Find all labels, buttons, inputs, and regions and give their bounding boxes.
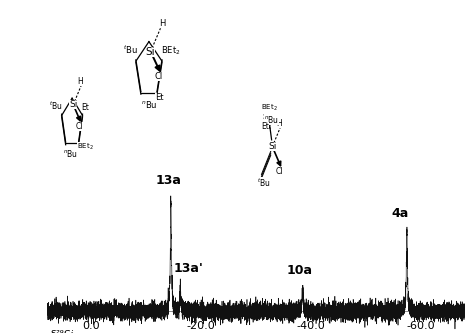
Text: $^n$Bu: $^n$Bu: [64, 148, 79, 159]
Text: 10a: 10a: [287, 263, 313, 276]
Text: $^n$Bu: $^n$Bu: [264, 114, 279, 126]
Text: H: H: [77, 77, 82, 86]
Text: 4a: 4a: [392, 206, 409, 219]
Text: Cl: Cl: [276, 167, 283, 176]
Text: Si: Si: [268, 142, 277, 151]
Text: 13a': 13a': [173, 262, 203, 275]
Text: Et: Et: [262, 122, 269, 131]
Text: H: H: [159, 19, 165, 28]
Text: $^t$Bu: $^t$Bu: [257, 177, 271, 189]
Text: $^n$Bu: $^n$Bu: [141, 99, 157, 110]
Text: Si: Si: [146, 47, 155, 57]
Text: Et: Et: [82, 103, 90, 112]
Text: Cl: Cl: [75, 122, 83, 131]
Text: 13a: 13a: [155, 174, 181, 187]
Text: Et: Et: [155, 93, 164, 102]
Text: $^t$Bu: $^t$Bu: [49, 99, 63, 112]
Text: $^t$Bu: $^t$Bu: [122, 43, 137, 56]
Text: BEt$_2$: BEt$_2$: [261, 103, 278, 113]
Text: BEt$_2$: BEt$_2$: [77, 142, 94, 152]
Text: H: H: [276, 119, 282, 128]
Text: Cl: Cl: [155, 72, 163, 81]
Text: Si: Si: [69, 100, 77, 110]
Text: BEt$_2$: BEt$_2$: [161, 45, 181, 58]
Text: δ²⁹Si: δ²⁹Si: [50, 330, 74, 333]
